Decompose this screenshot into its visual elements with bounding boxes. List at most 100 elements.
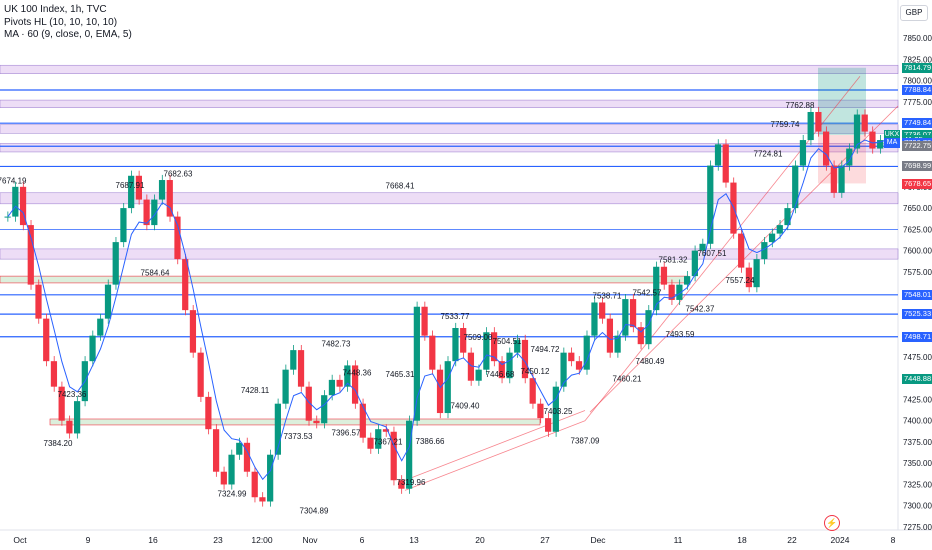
candle-body <box>622 299 629 336</box>
candle-body <box>50 361 58 387</box>
zone-4 <box>0 192 899 205</box>
candle-body <box>552 386 559 432</box>
pivot-label: 7450.12 <box>521 367 550 376</box>
channel-line-1 <box>584 76 861 421</box>
y-tick-label: 7775.00 <box>903 98 932 107</box>
candle-body <box>722 144 729 183</box>
candle-body <box>243 442 251 472</box>
candle-body <box>575 361 583 370</box>
candle-body <box>560 352 567 387</box>
x-tick-label: 8 <box>891 535 896 545</box>
candle-body <box>784 208 791 226</box>
pivot-label: 7319.96 <box>397 478 426 487</box>
candle-body <box>830 165 837 193</box>
candle-body <box>120 208 127 243</box>
candle-body <box>645 310 652 345</box>
currency-button[interactable]: GBP <box>900 5 928 21</box>
y-tick-label: 7350.00 <box>903 459 932 468</box>
y-tick-label: 7575.00 <box>903 268 932 277</box>
candle-body <box>205 396 212 430</box>
candle-body <box>58 386 65 421</box>
candle-body <box>359 403 366 438</box>
price-tag: 7749.84 <box>902 118 932 129</box>
candle-body <box>421 306 428 336</box>
support-zone-1 <box>49 418 541 426</box>
candle-body <box>660 266 668 285</box>
candle-body <box>182 259 189 311</box>
candle-body <box>637 327 644 345</box>
pivot-label: 7542.37 <box>686 305 715 314</box>
candle-body <box>545 418 552 432</box>
pivot-label: 7386.66 <box>416 437 445 446</box>
y-tick-label: 7475.00 <box>903 353 932 362</box>
candle-body <box>274 403 281 455</box>
pivot-label: 7557.24 <box>726 276 755 285</box>
series-side-tag: UKX <box>884 129 900 140</box>
candle-body <box>475 369 482 381</box>
pivot-label: 7482.73 <box>322 339 351 348</box>
candle-body <box>35 284 42 319</box>
legend-pivots[interactable]: Pivots HL (10, 10, 10, 10) <box>4 16 118 28</box>
candle-body <box>606 318 614 353</box>
pivot-label: 7687.91 <box>116 181 145 190</box>
candle-body <box>43 318 50 362</box>
pivot-label: 7423.36 <box>58 390 87 399</box>
candle-body <box>583 335 590 370</box>
pivot-label: 7465.31 <box>386 370 415 379</box>
candle-body <box>807 111 814 141</box>
series-side-tag: MA <box>884 137 900 148</box>
legend-ma[interactable]: MA · 60 (9, close, 0, EMA, 5) <box>4 29 132 40</box>
lightning-icon[interactable]: ⚡ <box>824 515 840 531</box>
candle-body <box>89 335 96 362</box>
pivot-label: 7409.40 <box>451 402 480 411</box>
x-tick-label: 11 <box>674 535 683 545</box>
pivot-label: 7682.63 <box>164 169 193 178</box>
candle-body <box>691 250 698 277</box>
candle-body <box>406 420 413 489</box>
channel-line-2 <box>404 420 586 491</box>
candle-body <box>189 310 197 353</box>
support-zone-0 <box>0 275 689 284</box>
pivot-label: 7584.64 <box>141 269 170 278</box>
candle-body <box>861 114 868 132</box>
x-tick-label: 27 <box>540 535 550 545</box>
candle-body <box>699 243 706 251</box>
candle-body <box>823 131 830 166</box>
pivot-label: 7494.72 <box>531 345 560 354</box>
candle-body <box>313 420 320 424</box>
candle-body <box>707 165 714 244</box>
candle-body <box>220 471 227 485</box>
candle-body <box>282 369 289 404</box>
candle-body <box>745 267 753 288</box>
candle-body <box>792 165 799 209</box>
y-tick-label: 7625.00 <box>903 225 932 234</box>
candle-body <box>506 352 513 379</box>
candle-body <box>328 379 336 396</box>
candle-body <box>614 335 621 353</box>
candle-body <box>591 302 598 336</box>
candle-body <box>174 216 181 260</box>
chart-legend: UK 100 Index, 1h, TVC Pivots HL (10, 10,… <box>4 4 132 42</box>
candle-body <box>653 266 660 311</box>
y-tick-label: 7275.00 <box>903 523 932 532</box>
x-tick-label: 2024 <box>831 535 850 545</box>
price-tag: 7788.84 <box>902 85 932 95</box>
candle-body <box>321 395 328 424</box>
candle-body <box>436 369 444 414</box>
pivot-label: 7542.57 <box>633 288 662 297</box>
candle-body <box>166 180 173 217</box>
candle-body <box>738 233 745 268</box>
candle-body <box>236 442 243 455</box>
y-tick-label: 7400.00 <box>903 417 932 426</box>
candle-body <box>27 225 34 285</box>
pivot-label: 7403.25 <box>544 407 573 416</box>
candle-body <box>290 350 297 370</box>
candle-body <box>382 429 390 432</box>
x-tick-label: Nov <box>302 535 318 545</box>
y-tick-label: 7425.00 <box>903 395 932 404</box>
candle-body <box>128 175 135 209</box>
pivot-label: 7668.41 <box>386 181 415 190</box>
candle-body <box>398 480 405 489</box>
pivot-label: 7396.57 <box>332 429 361 438</box>
